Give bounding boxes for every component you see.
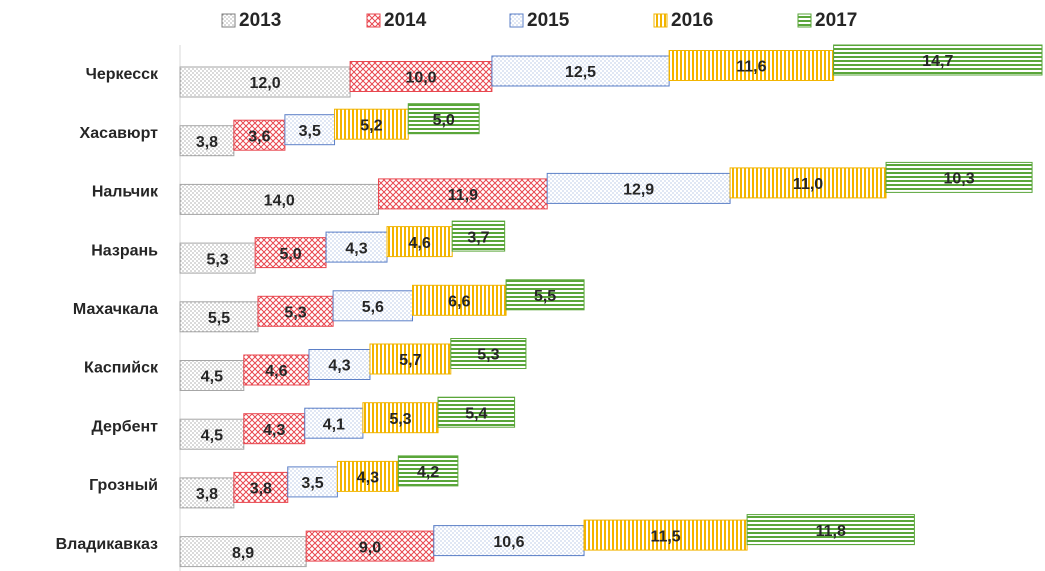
bar-segment [885,161,1033,193]
value-label: 4,3 [263,422,285,439]
value-label: 4,2 [417,464,439,481]
value-label: 5,3 [284,305,306,322]
value-label: 11,6 [736,59,766,76]
value-label: 8,9 [232,545,254,562]
value-label: 11,0 [793,176,823,193]
y-tick-label: Махачкала [73,301,158,318]
value-label: 14,0 [264,193,295,210]
bar-segment [325,231,388,263]
legend-swatch [653,13,668,28]
value-label: 6,6 [448,294,470,311]
bar-segment [450,338,527,369]
legend-label: 2015 [527,10,570,31]
y-tick-label: Грозный [89,477,158,494]
value-label: 5,5 [208,310,230,327]
bar-segment [332,290,414,322]
bar-segment [746,514,915,546]
value-label: 4,5 [201,369,223,386]
value-label: 10,6 [493,534,524,551]
value-label: 5,0 [279,246,301,263]
y-tick-label: Каспийск [84,360,159,377]
value-label: 4,3 [328,358,350,375]
value-label: 11,9 [448,187,478,204]
bar-segment [505,279,585,311]
bar-segment [179,301,259,333]
value-label: 5,7 [399,352,421,369]
legend-label: 2014 [384,10,427,31]
bar-segment [729,167,887,199]
bar-segment [304,407,364,439]
value-label: 5,3 [477,347,499,364]
bar-segment [308,349,371,380]
bar-segment [233,471,289,503]
value-label: 3,8 [196,134,218,151]
bar-segment [369,343,452,375]
bar-segment [451,220,506,252]
value-label: 12,9 [623,182,654,199]
value-label: 4,6 [265,363,287,380]
value-label: 5,4 [465,405,487,422]
value-label: 9,0 [359,539,381,556]
value-label: 5,3 [206,251,228,268]
value-label: 5,6 [362,299,384,316]
bar-segment [287,466,338,498]
bar-segment [386,226,453,258]
legend-swatch [509,13,524,28]
value-label: 4,1 [323,416,345,433]
bar-segment [412,284,507,316]
value-label: 12,5 [565,64,596,81]
legend-label: 2016 [671,10,713,31]
bar-segment [407,103,480,135]
bar-segment [362,402,439,434]
y-tick-label: Нальчик [92,184,159,201]
bar-segment [491,55,670,87]
bar-segment [334,108,409,140]
value-label: 11,5 [650,528,680,545]
value-label: 5,5 [534,288,556,305]
y-tick-label: Хасавюрт [80,125,159,142]
value-label: 3,5 [301,475,323,492]
y-tick-label: Черкесск [86,66,159,83]
value-label: 5,0 [433,112,455,129]
value-label: 3,6 [248,128,270,145]
bar-segment [397,455,459,487]
bar-segment [546,172,731,204]
value-label: 4,3 [345,240,367,257]
legend-swatch [797,13,812,28]
legend-swatch [366,13,381,28]
bar-segment [437,396,516,428]
bar-segment [179,183,379,215]
value-label: 5,3 [389,411,411,428]
bar-segment [349,61,493,92]
legend-swatch [221,13,236,28]
value-label: 11,8 [816,523,846,540]
legend-label: 2017 [815,10,857,31]
value-label: 4,5 [201,427,223,444]
value-label: 3,8 [250,481,272,498]
value-label: 3,8 [196,486,218,503]
bar-segment [179,242,256,274]
legend-label: 2013 [239,10,281,31]
value-label: 3,5 [299,123,321,140]
value-label: 5,2 [360,117,382,134]
bar-segment [179,360,245,391]
bar-segment [254,237,327,269]
value-label: 10,3 [943,171,974,188]
value-label: 10,0 [405,70,436,87]
value-label: 14,7 [922,53,953,70]
value-label: 12,0 [249,75,280,92]
value-label: 3,7 [467,229,489,246]
y-tick-label: Дербент [91,418,158,435]
bar-segment [833,44,1043,76]
value-label: 4,6 [408,235,430,252]
bar-segment [179,477,235,509]
y-tick-label: Владикавказ [56,536,158,553]
value-label: 4,3 [357,470,379,487]
y-tick-label: Назрань [91,242,158,259]
bar-segment [243,413,306,445]
bar-segment [243,354,310,386]
